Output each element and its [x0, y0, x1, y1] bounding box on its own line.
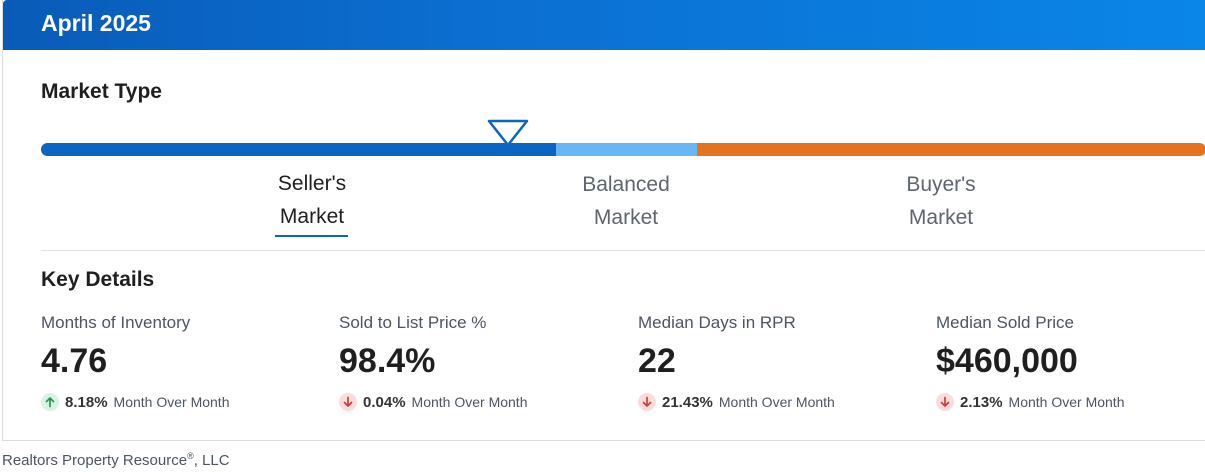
period-title: April 2025: [41, 10, 151, 36]
market-label-line1: Buyer's: [906, 173, 976, 196]
change-period: Month Over Month: [1008, 394, 1125, 410]
stat-change-sold-to-list: 0.04% Month Over Month: [339, 391, 527, 413]
market-label-line2: Market: [279, 205, 345, 228]
footer-suffix: , LLC: [193, 452, 230, 469]
market-label-buyers: Buyer's Market: [861, 168, 1021, 234]
change-percent: 0.04%: [363, 393, 406, 411]
change-percent: 21.43%: [662, 393, 713, 411]
stat-label-median-days: Median Days in RPR: [638, 313, 796, 332]
card-header: April 2025: [3, 0, 1205, 50]
registered-trademark: ®: [187, 451, 194, 461]
stat-change-median-days: 21.43% Month Over Month: [638, 391, 835, 413]
market-card: April 2025 Market Type Seller's Market B…: [2, 0, 1205, 441]
selected-market-underline: [275, 235, 348, 237]
change-period: Month Over Month: [113, 394, 230, 410]
stat-change-median-sold-price: 2.13% Month Over Month: [936, 391, 1124, 413]
market-label-line1: Seller's: [277, 172, 347, 195]
arrow-down-icon: [936, 393, 954, 411]
stat-value-months-inventory: 4.76: [41, 342, 108, 380]
market-type-heading: Market Type: [41, 80, 162, 103]
market-label-sellers: Seller's Market: [232, 167, 392, 233]
balanced-market-bar: [556, 143, 697, 156]
stat-label-median-sold-price: Median Sold Price: [936, 313, 1074, 332]
change-period: Month Over Month: [718, 394, 835, 410]
change-percent: 8.18%: [65, 393, 108, 411]
change-percent: 2.13%: [960, 393, 1003, 411]
market-label-line1: Balanced: [582, 173, 670, 196]
stat-change-months-inventory: 8.18% Month Over Month: [41, 391, 229, 413]
stat-label-months-inventory: Months of Inventory: [41, 313, 191, 332]
key-details-heading: Key Details: [41, 268, 155, 291]
footer-company: Realtors Property Resource: [2, 452, 188, 469]
arrow-down-icon: [638, 393, 656, 411]
market-label-line2: Market: [593, 206, 659, 229]
market-label-line2: Market: [908, 206, 974, 229]
market-label-balanced: Balanced Market: [546, 168, 706, 234]
stat-label-sold-to-list: Sold to List Price %: [339, 313, 487, 332]
arrow-up-icon: [41, 393, 59, 411]
change-period: Month Over Month: [411, 394, 528, 410]
footer-credit: Realtors Property Resource®, LLC: [2, 451, 230, 469]
buyers-market-bar: [697, 143, 1205, 156]
sellers-market-bar: [41, 143, 556, 156]
stat-value-median-sold-price: $460,000: [936, 342, 1078, 380]
stat-value-sold-to-list: 98.4%: [339, 342, 436, 380]
stat-value-median-days: 22: [638, 342, 676, 380]
section-divider: [41, 250, 1205, 251]
arrow-down-icon: [339, 393, 357, 411]
market-indicator-icon: [487, 119, 529, 147]
